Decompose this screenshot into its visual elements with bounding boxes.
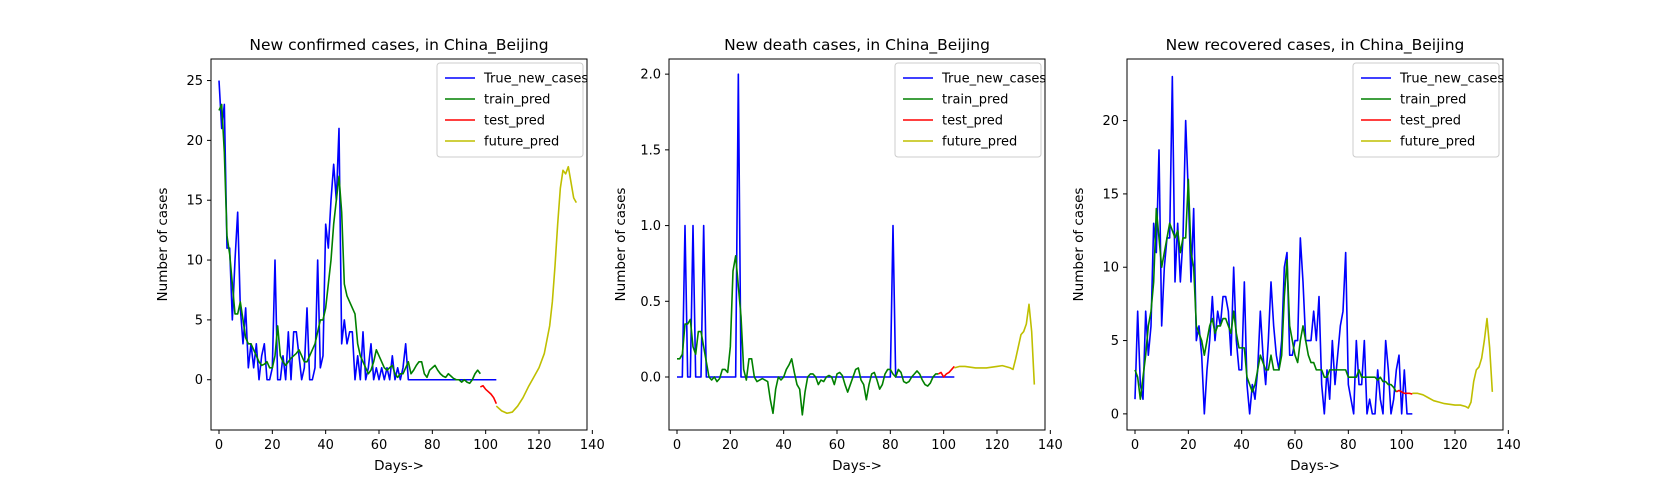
y-tick-label: 0.5 (640, 295, 661, 310)
series-line-true-new-cases (677, 73, 955, 378)
x-tick-label: 80 (882, 438, 899, 453)
y-tick-label: 10 (186, 254, 203, 269)
y-tick-label: 20 (186, 134, 203, 149)
legend-box (436, 62, 584, 158)
series-line-future-pred (954, 303, 1036, 385)
x-tick-label: 20 (722, 438, 739, 453)
series-line-train-pred (677, 255, 939, 416)
confirmed-cases-chart: New confirmed cases, in China_Beijing 0 20… (155, 36, 605, 474)
x-tick-label: 0 (673, 438, 681, 453)
x-axis-label: Days-> (1290, 458, 1340, 474)
y-tick-label: 5 (195, 313, 203, 328)
y-tick-label: 0 (195, 373, 203, 388)
x-tick-label: 60 (829, 438, 846, 453)
x-tick-label: 60 (1287, 438, 1304, 453)
x-tick-label: 120 (985, 438, 1010, 453)
legend-label-true-new-cases: True_new_cases (483, 72, 588, 87)
series-line-future-pred (1412, 317, 1494, 409)
plot-frame (668, 58, 1046, 431)
y-tick-label: 0 (1111, 407, 1119, 422)
y-axis-label: Number of cases (613, 188, 629, 302)
death-cases-chart: New death cases, in China_Beijing 0 20 40 60… (613, 36, 1063, 474)
series-line-test-pred (480, 384, 498, 404)
y-tick-label: 2.0 (640, 68, 661, 83)
legend: True_new_cases train_pred test_pred future_… (436, 62, 588, 158)
series-line-future-pred (495, 165, 578, 415)
x-tick-label: 100 (473, 438, 498, 453)
legend-label-train-pred: train_pred (1400, 93, 1466, 108)
y-tick-label: 5 (1111, 334, 1119, 349)
chart-title: New death cases, in China_Beijing (724, 36, 990, 55)
x-tick-label: 80 (424, 438, 441, 453)
x-tick-label: 0 (215, 438, 223, 453)
legend-box (894, 62, 1042, 158)
x-tick-label: 140 (1496, 438, 1521, 453)
legend-label-test-pred: test_pred (942, 114, 1003, 129)
legend-label-true-new-cases: True_new_cases (941, 72, 1046, 87)
series-line-test-pred (937, 365, 955, 378)
x-tick-label: 80 (1340, 438, 1357, 453)
x-tick-label: 60 (371, 438, 388, 453)
x-tick-label: 140 (580, 438, 605, 453)
x-tick-label: 40 (1233, 438, 1250, 453)
legend-box (1352, 62, 1500, 158)
series-line-true-new-cases (218, 80, 497, 381)
legend-label-train-pred: train_pred (484, 93, 550, 108)
y-tick-label: 1.5 (640, 143, 661, 158)
legend: True_new_cases train_pred test_pred future_… (1352, 62, 1504, 158)
y-tick-label: 1.0 (640, 219, 661, 234)
y-tick-label: 15 (186, 194, 203, 209)
legend-label-true-new-cases: True_new_cases (1399, 72, 1504, 87)
y-tick-label: 15 (1102, 187, 1119, 202)
legend-label-test-pred: test_pred (484, 114, 545, 129)
x-tick-label: 120 (1443, 438, 1468, 453)
y-axis-label: Number of cases (155, 188, 171, 302)
legend-label-future-pred: future_pred (942, 135, 1017, 150)
recovered-cases-chart: New recovered cases, in China_Beijing 0 20… (1071, 36, 1521, 474)
series-line-train-pred (1134, 178, 1398, 401)
x-tick-label: 100 (1389, 438, 1414, 453)
plot-frame (1126, 58, 1504, 431)
x-axis-label: Days-> (832, 458, 882, 474)
y-tick-label: 25 (186, 74, 203, 89)
x-tick-label: 100 (931, 438, 956, 453)
legend-label-future-pred: future_pred (1400, 135, 1475, 150)
x-tick-label: 40 (775, 438, 792, 453)
y-tick-label: 20 (1102, 114, 1119, 129)
series-line-true-new-cases (1134, 75, 1413, 415)
x-tick-label: 40 (317, 438, 334, 453)
y-tick-label: 0.0 (640, 371, 661, 386)
legend-label-test-pred: test_pred (1400, 114, 1461, 129)
chart-title: New recovered cases, in China_Beijing (1166, 36, 1465, 55)
series-line-test-pred (1395, 389, 1413, 395)
y-tick-label: 10 (1102, 261, 1119, 276)
y-axis-label: Number of cases (1071, 188, 1087, 302)
legend-label-train-pred: train_pred (942, 93, 1008, 108)
x-tick-label: 20 (264, 438, 281, 453)
x-tick-label: 0 (1131, 438, 1139, 453)
x-tick-label: 140 (1038, 438, 1063, 453)
chart-title: New confirmed cases, in China_Beijing (249, 36, 548, 55)
x-axis-label: Days-> (374, 458, 424, 474)
x-tick-label: 120 (527, 438, 552, 453)
legend: True_new_cases train_pred test_pred future_… (894, 62, 1046, 158)
x-tick-label: 20 (1180, 438, 1197, 453)
plot-frame (210, 58, 588, 431)
legend-label-future-pred: future_pred (484, 135, 559, 150)
series-line-train-pred (218, 103, 481, 385)
